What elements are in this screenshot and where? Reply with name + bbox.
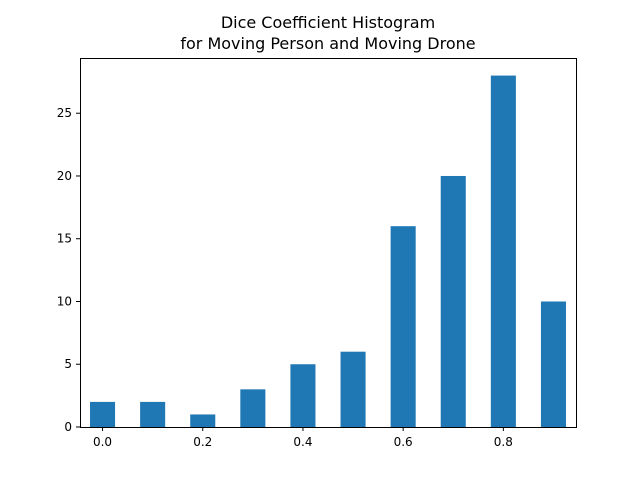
y-tick-label: 15: [57, 232, 72, 246]
bar-7: [440, 175, 466, 427]
bar-1: [140, 401, 166, 427]
bar-6: [390, 226, 416, 427]
bar-5: [340, 351, 366, 427]
x-axis-ticks: 0.0 0.2 0.4 0.6 0.8: [93, 427, 513, 449]
y-tick-label: 0: [64, 420, 72, 434]
bar-8: [490, 75, 516, 428]
chart-title: Dice Coefficient Histogram: [221, 13, 435, 32]
y-tick-label: 25: [57, 106, 72, 120]
x-tick-label: 0.8: [494, 435, 513, 449]
y-tick-label: 20: [57, 169, 72, 183]
bar-3: [240, 389, 266, 427]
x-tick-label: 0.4: [293, 435, 312, 449]
bars-group: [90, 75, 566, 428]
bar-0: [90, 401, 116, 427]
bar-9: [540, 301, 566, 427]
chart-subtitle: for Moving Person and Moving Drone: [180, 34, 475, 53]
y-tick-label: 10: [57, 294, 72, 308]
x-tick-label: 0.6: [394, 435, 413, 449]
y-tick-label: 5: [64, 357, 72, 371]
y-axis-ticks: 0 5 10 15 20 25: [57, 106, 80, 434]
bar-4: [290, 364, 316, 427]
bar-2: [190, 414, 216, 427]
x-tick-label: 0.2: [193, 435, 212, 449]
x-tick-label: 0.0: [93, 435, 112, 449]
plot-frame: [80, 58, 577, 428]
